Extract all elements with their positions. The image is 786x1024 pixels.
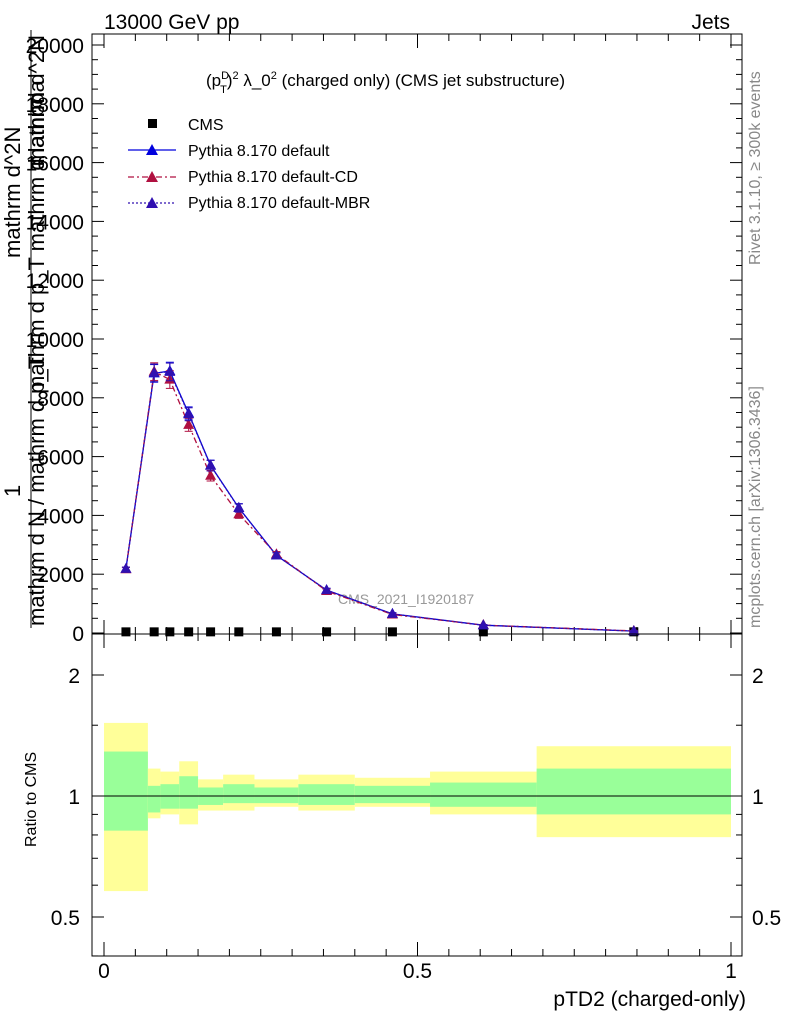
data-point-mbr bbox=[386, 607, 398, 618]
data-point-mbr bbox=[120, 562, 132, 573]
uncertainty-band-inner bbox=[223, 784, 255, 804]
y-tick-label: 10000 bbox=[26, 329, 84, 352]
y-label-line-3: mathrm d N / mathrm d p_T bbox=[24, 356, 49, 626]
data-point-mbr bbox=[233, 502, 245, 513]
ratio-bands bbox=[92, 722, 742, 892]
data-point-mbr bbox=[321, 584, 333, 595]
data-point-cms bbox=[478, 627, 488, 637]
x-tick-label: 0.5 bbox=[403, 960, 432, 983]
uncertainty-band-inner bbox=[254, 787, 299, 804]
data-point-mbr bbox=[148, 366, 160, 377]
data-point-cms bbox=[206, 627, 216, 637]
data-point-mbr bbox=[270, 549, 282, 560]
y-tick-label: 14000 bbox=[26, 211, 84, 234]
ratio-axes: 0.5 0.5 1 1 2 2 0 0.5 1 bbox=[51, 634, 781, 983]
y-tick-label: 8000 bbox=[37, 388, 84, 411]
y-tick-label: 2000 bbox=[37, 564, 84, 587]
ratio-y-tick-label: 0.5 bbox=[51, 907, 80, 930]
uncertainty-band-inner bbox=[179, 776, 199, 809]
ratio-y-label: Ratio to CMS bbox=[23, 752, 40, 847]
data-point-mbr bbox=[164, 365, 176, 376]
ratio-y-tick-label-right: 0.5 bbox=[752, 907, 781, 930]
data-point-cms bbox=[322, 627, 332, 637]
data-point-cd bbox=[205, 469, 217, 480]
header-left: 13000 GeV pp bbox=[104, 11, 239, 34]
legend-label-mbr: Pythia 8.170 default-MBR bbox=[188, 195, 370, 212]
main-title: (pD T)2 λ_02 (charged only) (CMS jet subs… bbox=[206, 70, 565, 96]
legend-label-cms: CMS bbox=[188, 117, 224, 134]
data-point-cms bbox=[387, 627, 397, 637]
uncertainty-band-inner bbox=[104, 751, 148, 831]
y-tick-label: 4000 bbox=[37, 505, 84, 528]
data-point-cms bbox=[165, 627, 175, 637]
data-point-mbr bbox=[628, 625, 640, 636]
legend-marker-default bbox=[146, 144, 158, 155]
data-point-cms bbox=[121, 627, 131, 637]
data-point-cms bbox=[271, 627, 281, 637]
x-tick-label: 1 bbox=[725, 960, 737, 983]
y-axis-label: mathrm d^2N mathrm d^2N mathrm d p_T mat… bbox=[0, 30, 49, 628]
data-point-mbr bbox=[205, 459, 217, 470]
legend: CMS Pythia 8.170 default Pythia 8.170 de… bbox=[128, 117, 370, 212]
ratio-y-tick-label: 2 bbox=[68, 665, 80, 688]
ratio-y-tick-label-right: 2 bbox=[752, 665, 764, 688]
data-point-mbr bbox=[183, 408, 195, 419]
analysis-watermark: CMS_2021_I1920187 bbox=[338, 591, 474, 607]
data-point-cms bbox=[234, 627, 244, 637]
data-point-cd bbox=[183, 418, 195, 429]
uncertainty-band-inner bbox=[354, 785, 431, 804]
legend-label-cd: Pythia 8.170 default-CD bbox=[188, 169, 358, 186]
main-series bbox=[120, 361, 640, 637]
series-line-mbr bbox=[125, 371, 634, 632]
y-label-overlap: mathrm d^2N bbox=[24, 35, 49, 166]
data-point-cms bbox=[184, 627, 194, 637]
legend-label-default: Pythia 8.170 default bbox=[188, 143, 330, 160]
legend-marker-cd bbox=[146, 171, 158, 182]
y-label-numerator: 1 bbox=[0, 485, 25, 497]
data-point-cms bbox=[149, 627, 159, 637]
y-tick-label: 20000 bbox=[26, 35, 84, 58]
ratio-y-tick-label: 1 bbox=[68, 786, 80, 809]
legend-marker-mbr bbox=[146, 197, 158, 208]
ratio-y-tick-label-right: 1 bbox=[752, 786, 764, 809]
y-tick-label: 18000 bbox=[26, 94, 84, 117]
y-label-line-2: mathrm d p_T mathrm d lambda bbox=[24, 79, 49, 394]
x-tick-label: 0 bbox=[98, 960, 110, 983]
uncertainty-band-inner bbox=[536, 768, 731, 815]
legend-marker-cms bbox=[148, 119, 157, 128]
x-axis-label: pTD2 (charged-only) bbox=[553, 988, 746, 1011]
y-label-line-1: mathrm d^2N bbox=[0, 127, 25, 258]
main-axes: 0 2000 4000 6000 8000 10000 12000 14000 16000 180… bbox=[26, 34, 742, 646]
header-right: Jets bbox=[691, 11, 730, 34]
data-point-cd bbox=[233, 508, 245, 519]
y-tick-label: 12000 bbox=[26, 270, 84, 293]
uncertainty-band-inner bbox=[147, 785, 161, 813]
y-tick-label: 16000 bbox=[26, 153, 84, 176]
y-tick-label: 6000 bbox=[37, 447, 84, 470]
uncertainty-band-inner bbox=[298, 784, 355, 805]
data-point-mbr bbox=[477, 619, 489, 630]
rivet-version-label: Rivet 3.1.10, ≥ 300k events bbox=[747, 71, 764, 265]
y-tick-label: 0 bbox=[72, 623, 84, 646]
mcplots-label: mcplots.cern.ch [arXiv:1306.3436] bbox=[747, 386, 764, 628]
uncertainty-band-inner bbox=[430, 782, 537, 807]
